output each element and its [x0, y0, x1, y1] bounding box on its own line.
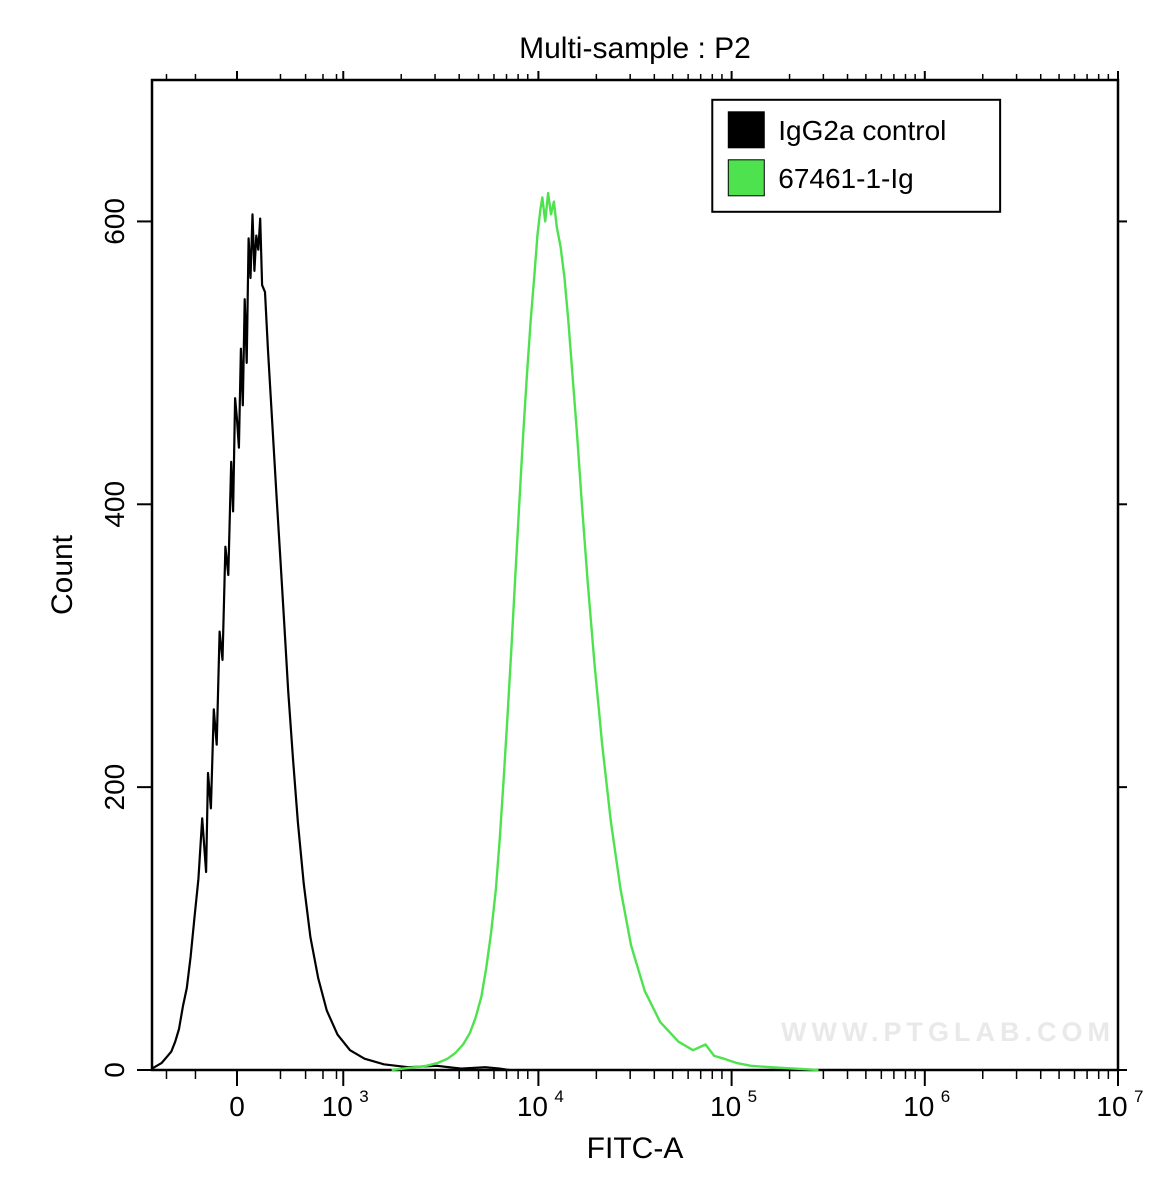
svg-text:10: 10	[710, 1091, 741, 1122]
svg-text:10: 10	[903, 1091, 934, 1122]
svg-text:0: 0	[229, 1091, 245, 1122]
svg-text:5: 5	[748, 1087, 757, 1106]
svg-text:400: 400	[99, 481, 130, 528]
svg-text:Multi-sample : P2: Multi-sample : P2	[519, 32, 751, 65]
svg-text:3: 3	[359, 1087, 368, 1106]
svg-text:IgG2a control: IgG2a control	[778, 115, 946, 146]
svg-text:7: 7	[1134, 1087, 1143, 1106]
svg-text:10: 10	[517, 1091, 548, 1122]
chart-container: Multi-sample : P20200400600Count01031041…	[0, 0, 1150, 1178]
svg-text:6: 6	[941, 1087, 950, 1106]
svg-text:10: 10	[322, 1091, 353, 1122]
svg-text:Count: Count	[46, 534, 79, 615]
svg-text:67461-1-Ig: 67461-1-Ig	[778, 163, 913, 194]
svg-text:FITC-A: FITC-A	[587, 1132, 684, 1165]
svg-text:0: 0	[99, 1062, 130, 1078]
flow-cytometry-histogram: Multi-sample : P20200400600Count01031041…	[0, 0, 1150, 1178]
svg-text:4: 4	[554, 1087, 563, 1106]
svg-text:10: 10	[1096, 1091, 1127, 1122]
svg-text:200: 200	[99, 764, 130, 811]
svg-text:600: 600	[99, 198, 130, 245]
